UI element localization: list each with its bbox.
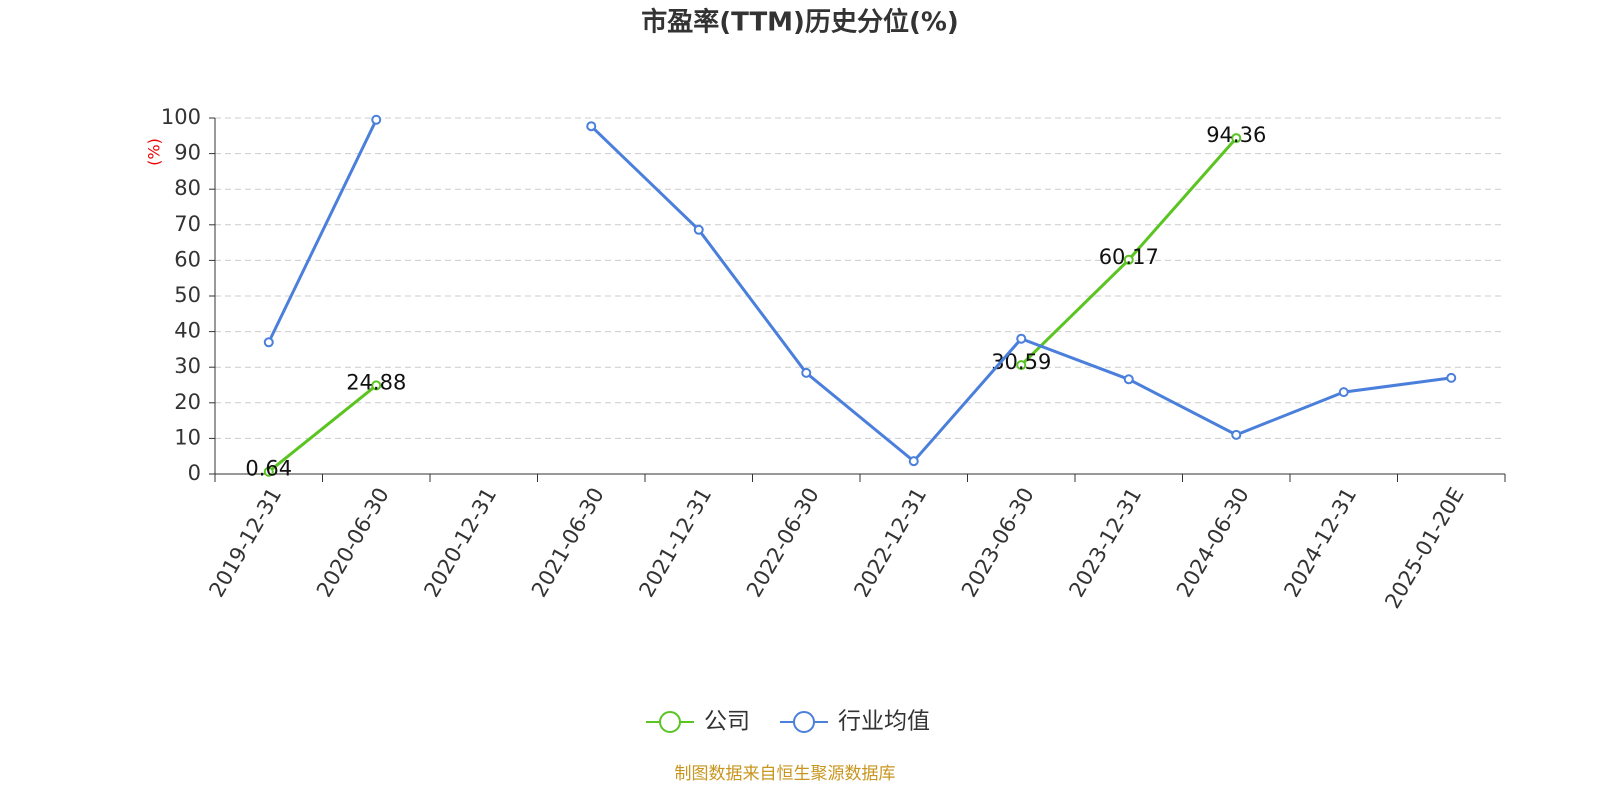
x-tick-label: 2021-12-31	[634, 484, 716, 602]
data-label: 24.88	[346, 370, 406, 394]
legend-marker[interactable]	[659, 711, 681, 733]
series-line	[267, 384, 378, 473]
y-tick-label: 10	[174, 425, 201, 449]
data-point	[371, 114, 382, 125]
x-tick-label: 2020-12-31	[419, 484, 501, 602]
data-point	[263, 337, 274, 348]
y-axis-label: (%)	[145, 138, 164, 166]
y-tick-label: 20	[174, 390, 201, 414]
x-tick-label: 2023-12-31	[1064, 484, 1146, 602]
chart-title: 市盈率(TTM)历史分位(%)	[641, 7, 959, 38]
y-tick-label: 80	[174, 176, 201, 200]
y-tick-label: 70	[174, 212, 201, 236]
y-tick-label: 0	[188, 461, 201, 485]
data-point	[1231, 429, 1242, 440]
y-tick-label: 50	[174, 283, 201, 307]
x-tick-label: 2022-06-30	[742, 484, 824, 602]
legend-marker[interactable]	[793, 711, 815, 733]
y-tick-label: 30	[174, 354, 201, 378]
data-point	[1338, 387, 1349, 398]
legend-label[interactable]: 公司	[704, 709, 750, 735]
x-tick-label: 2024-06-30	[1172, 484, 1254, 602]
x-tick-label: 2020-06-30	[312, 484, 394, 602]
x-tick-label: 2025-01-20E	[1380, 484, 1468, 613]
data-point	[371, 380, 382, 391]
data-point	[1446, 372, 1457, 383]
x-tick-label: 2024-12-31	[1279, 484, 1361, 602]
legend-label[interactable]: 行业均值	[838, 709, 930, 735]
data-point	[1016, 333, 1027, 344]
x-tick-label: 2021-06-30	[527, 484, 609, 602]
y-tick-label: 100	[161, 105, 201, 129]
x-tick-label: 2019-12-31	[204, 484, 286, 602]
x-tick-label: 2023-06-30	[957, 484, 1039, 602]
data-point	[586, 121, 597, 132]
series-line	[590, 125, 1452, 464]
data-point	[1123, 374, 1134, 385]
data-label: 94.36	[1206, 123, 1266, 147]
y-tick-label: 90	[174, 141, 201, 165]
source-note: 制图数据来自恒生聚源数据库	[675, 764, 896, 784]
data-label: 0.64	[245, 457, 292, 481]
data-point	[801, 367, 812, 378]
data-point	[693, 224, 704, 235]
y-tick-label: 60	[174, 247, 201, 271]
y-tick-label: 40	[174, 319, 201, 343]
data-point	[1016, 360, 1027, 371]
series-line	[267, 119, 378, 343]
data-point	[263, 466, 274, 477]
data-point	[908, 456, 919, 467]
data-label: 60.17	[1099, 245, 1159, 269]
data-point	[1231, 133, 1242, 144]
x-tick-label: 2022-12-31	[849, 484, 931, 602]
data-point	[1123, 254, 1134, 265]
